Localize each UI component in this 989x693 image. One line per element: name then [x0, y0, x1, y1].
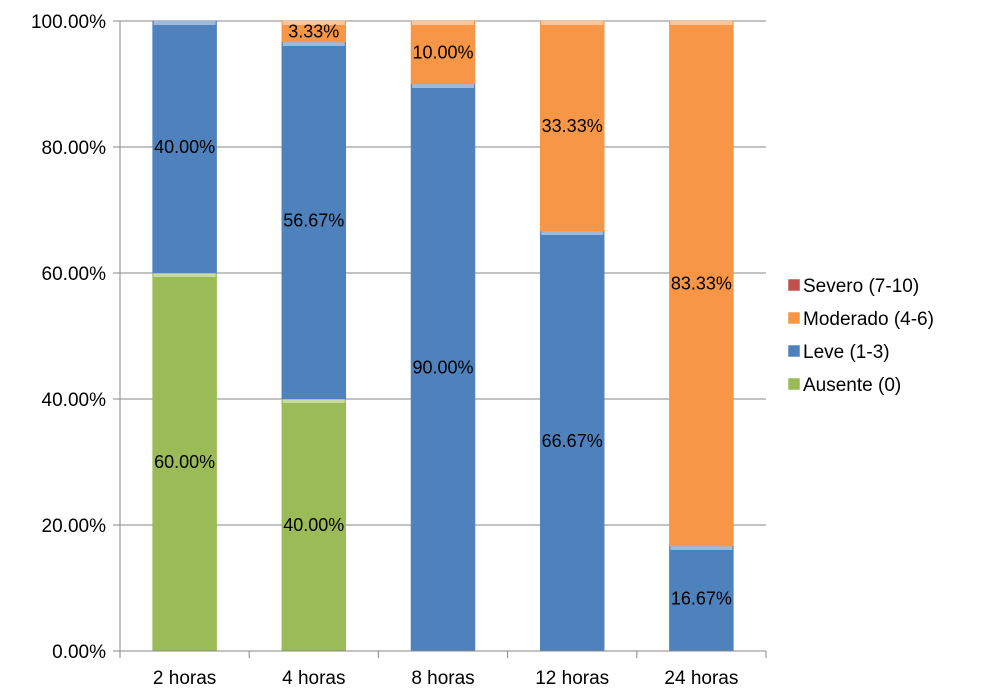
data-label-leve-1-3-24-horas: 16.67%: [671, 588, 732, 608]
data-label-moderado-4-6-8-horas: 10.00%: [412, 43, 473, 63]
bar-leve-1-3-8-horas: [410, 83, 476, 652]
legend-label-severo-7-10: Severo (7-10): [803, 276, 919, 297]
bar-highlight: [412, 84, 474, 88]
data-label-leve-1-3-2-horas: 40.00%: [154, 137, 215, 157]
bars: [152, 20, 734, 652]
y-tick-label: 20.00%: [42, 516, 107, 537]
bar-moderado-4-6-8-horas: [410, 20, 476, 85]
data-labels: 60.00% 40.00% 40.00% 56.67% 3.33% 90.00% 10.00…: [154, 21, 732, 608]
x-tick-label: 8 horas: [411, 668, 474, 689]
bar-highlight: [541, 21, 604, 25]
bar-moderado-4-6-4-horas: [281, 20, 347, 43]
bar-highlight: [670, 545, 733, 550]
data-label-ausente-0-2-horas: 60.00%: [154, 452, 215, 472]
data-label-moderado-4-6-4-horas: 3.33%: [288, 21, 339, 41]
data-label-leve-1-3-8-horas: 90.00%: [412, 358, 473, 378]
legend-swatch-leve-1-3: [787, 344, 801, 358]
bar-highlight: [153, 21, 216, 25]
bar-highlight: [153, 273, 216, 277]
data-label-moderado-4-6-12-horas: 33.33%: [542, 116, 603, 136]
x-tick-label: 24 horas: [664, 668, 738, 689]
y-tick-label: 100.00%: [31, 12, 106, 33]
bar-moderado-4-6-24-horas: [669, 20, 734, 547]
bar-leve-1-3-2-horas: [152, 20, 217, 274]
bar-leve-1-3-12-horas: [539, 230, 605, 652]
data-label-leve-1-3-12-horas: 66.67%: [542, 431, 603, 451]
bar-highlight: [282, 21, 345, 25]
bar-moderado-4-6-12-horas: [539, 20, 605, 232]
bar-ausente-0-2-horas: [152, 272, 217, 652]
x-tick-label: 4 horas: [282, 668, 345, 689]
legend-label-moderado-4-6: Moderado (4-6): [803, 309, 934, 330]
bar-ausente-0-4-horas: [281, 398, 347, 652]
y-tick-label: 0.00%: [52, 642, 106, 663]
y-tick-label: 40.00%: [42, 390, 107, 411]
legend-swatch-severo-7-10: [787, 278, 801, 292]
bar-highlight: [282, 399, 345, 403]
x-tick-label: 2 horas: [153, 668, 216, 689]
x-axis: 2 horas 4 horas 8 horas 12 horas 24 horas: [119, 21, 767, 689]
legend-label-leve-1-3: Leve (1-3): [803, 342, 890, 363]
bar-highlight: [412, 21, 474, 25]
legend-swatch-moderado-4-6: [787, 311, 801, 325]
legend-swatch-ausente-0: [787, 377, 801, 391]
x-tick-label: 12 horas: [535, 668, 609, 689]
legend: Severo (7-10) Moderado (4-6) Leve (1-3) Aus…: [787, 276, 934, 396]
bar-highlight: [541, 230, 604, 235]
y-axis-ticks: 0.00% 20.00% 40.00% 60.00% 80.00% 100.00%: [31, 12, 106, 663]
data-label-moderado-4-6-24-horas: 83.33%: [671, 273, 732, 293]
data-label-leve-1-3-4-horas: 56.67%: [283, 210, 344, 230]
bar-highlight: [670, 21, 733, 25]
legend-label-ausente-0: Ausente (0): [803, 375, 901, 396]
y-tick-label: 60.00%: [42, 264, 107, 285]
bar-leve-1-3-24-horas: [669, 545, 734, 652]
bar-highlight: [282, 41, 345, 46]
y-tick-label: 80.00%: [42, 138, 107, 159]
data-label-ausente-0-4-horas: 40.00%: [283, 515, 344, 535]
